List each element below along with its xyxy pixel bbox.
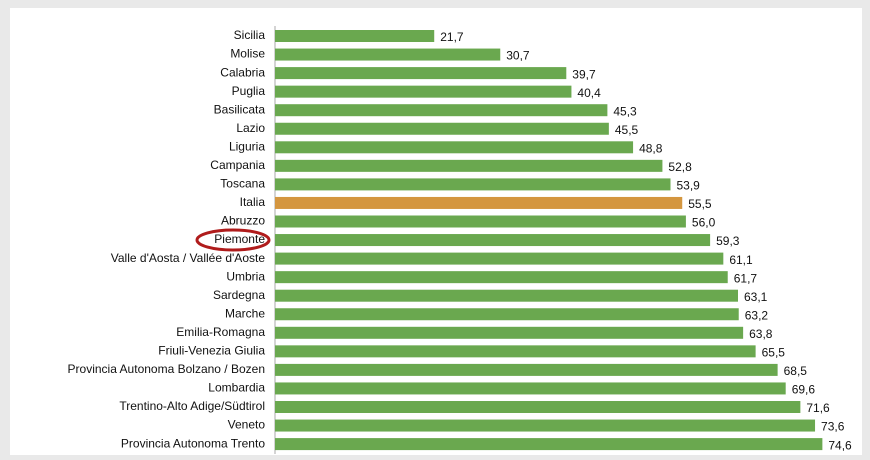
bar <box>275 104 608 117</box>
category-label: Toscana <box>220 177 265 191</box>
value-label: 30,7 <box>506 49 530 63</box>
category-label: Molise <box>230 47 265 61</box>
category-label: Puglia <box>232 84 266 98</box>
bar <box>275 141 634 154</box>
category-label: Provincia Autonoma Trento <box>121 436 265 450</box>
value-label: 73,6 <box>821 420 845 434</box>
bar <box>275 234 711 247</box>
bar <box>275 67 567 80</box>
bar <box>275 345 756 358</box>
category-label: Italia <box>240 195 266 209</box>
category-label: Sardegna <box>213 288 265 302</box>
category-label: Basilicata <box>214 102 266 116</box>
value-label: 69,6 <box>792 383 816 397</box>
value-label: 56,0 <box>692 216 716 230</box>
value-label: 61,7 <box>734 271 758 285</box>
bar <box>275 401 801 413</box>
category-label: Provincia Autonoma Bolzano / Bozen <box>68 362 265 376</box>
bar <box>275 419 816 432</box>
category-label: Lombardia <box>208 381 265 395</box>
value-label: 65,5 <box>762 346 786 360</box>
category-label: Emilia-Romagna <box>176 325 265 339</box>
category-label: Abruzzo <box>221 214 265 228</box>
bar <box>275 215 686 228</box>
category-label: Piemonte <box>214 232 265 246</box>
bar <box>275 48 501 61</box>
value-label: 39,7 <box>572 67 596 81</box>
category-label: Valle d'Aosta / Vallée d'Aoste <box>111 251 266 265</box>
bar <box>275 438 823 451</box>
bar <box>275 289 738 302</box>
highlight-ellipse <box>195 228 271 252</box>
bar <box>275 85 572 98</box>
bar <box>275 122 609 135</box>
value-label: 68,5 <box>784 364 808 378</box>
bar <box>275 196 683 209</box>
category-label: Calabria <box>220 65 265 79</box>
value-label: 74,6 <box>828 438 852 452</box>
value-label: 21,7 <box>440 30 464 44</box>
bar <box>275 308 739 321</box>
category-label: Liguria <box>229 139 265 153</box>
value-label: 40,4 <box>577 86 601 100</box>
bar <box>275 178 671 191</box>
value-label: 48,8 <box>639 141 663 155</box>
bar <box>275 326 744 339</box>
bar <box>275 30 435 42</box>
value-label: 53,9 <box>676 179 700 193</box>
value-label: 71,6 <box>806 401 830 415</box>
value-label: 45,5 <box>615 123 639 137</box>
value-label: 63,2 <box>745 308 769 322</box>
category-label: Friuli-Venezia Giulia <box>158 344 265 358</box>
bar <box>275 363 778 376</box>
value-label: 63,1 <box>744 290 768 304</box>
category-label: Lazio <box>236 121 265 135</box>
bar <box>275 271 728 284</box>
bar <box>275 382 786 395</box>
value-label: 59,3 <box>716 234 740 248</box>
category-label: Veneto <box>228 418 266 432</box>
category-label: Campania <box>210 158 265 172</box>
bar <box>275 252 724 265</box>
value-label: 55,5 <box>688 197 712 211</box>
plot-area <box>10 8 862 455</box>
category-label: Umbria <box>226 269 265 283</box>
value-label: 52,8 <box>668 160 692 174</box>
category-label: Sicilia <box>234 28 266 42</box>
category-label: Marche <box>225 306 265 320</box>
value-label: 63,8 <box>749 327 773 341</box>
value-label: 45,3 <box>613 104 637 118</box>
bar <box>275 159 663 172</box>
category-label: Trentino-Alto Adige/Südtirol <box>119 399 265 413</box>
value-label: 61,1 <box>729 253 753 267</box>
